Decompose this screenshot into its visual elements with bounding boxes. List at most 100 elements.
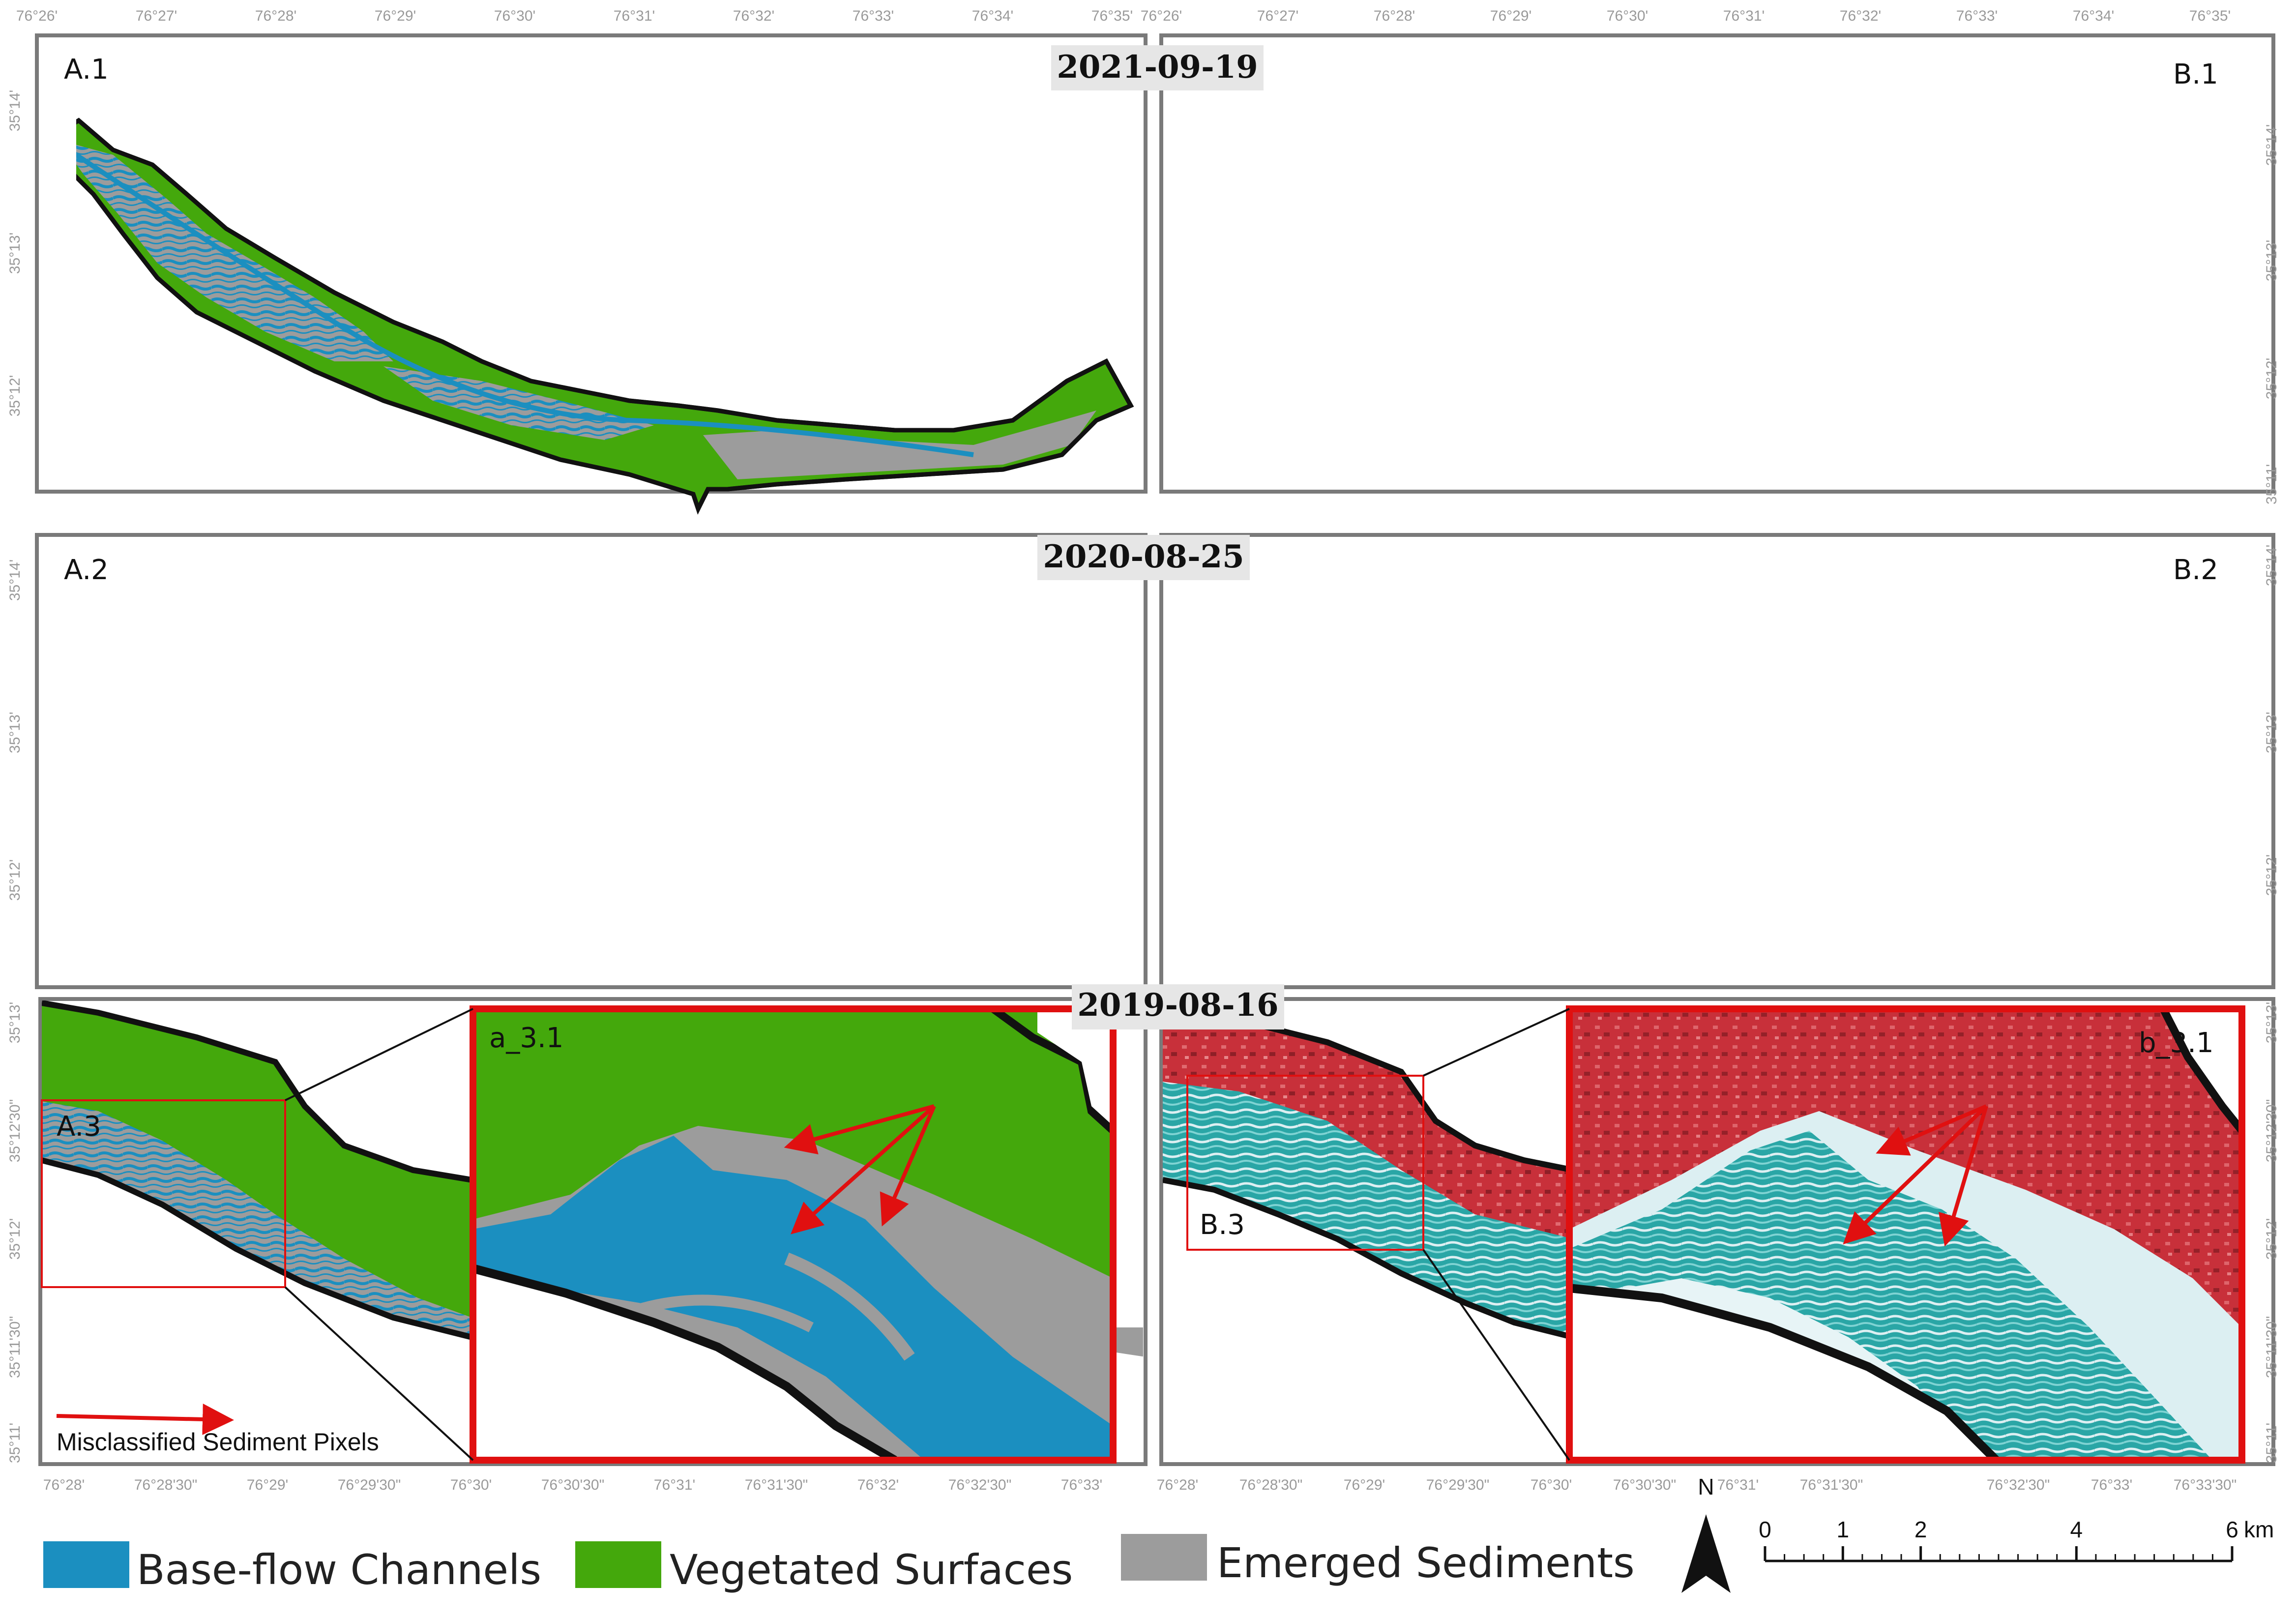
tick-bottom-left-10: 76°33' xyxy=(1061,1477,1102,1493)
legend-item-vegetation: Vegetated Surfaces xyxy=(575,1541,1073,1594)
tick-lat-left-mid-2: 35°12' xyxy=(7,859,23,901)
tick-top-right-3: 76°29' xyxy=(1490,8,1531,24)
tick-lat-right-top-3: 35°11' xyxy=(2264,464,2280,504)
tick-bottom-right-5: 76°30'30" xyxy=(1613,1477,1676,1493)
scale-label-2: 2 xyxy=(1914,1517,1927,1542)
panel-label-a2: A.2 xyxy=(64,554,109,586)
tick-bottom-left-7: 76°31'30" xyxy=(745,1477,808,1493)
latitude-ticks: 35°14' 35°14' 35°13' 35°13' 35°12' 35°12' 35°1… xyxy=(7,90,2280,1463)
tick-bottom-left-5: 76°30'30" xyxy=(541,1477,604,1493)
tick-bottom-right-11: 76°33'30" xyxy=(2174,1477,2237,1493)
north-label: N xyxy=(1698,1474,1714,1499)
legend-item-sediment: Emerged Sediments xyxy=(1121,1534,1635,1587)
tick-lat-left-bottom-1: 35°12'30" xyxy=(7,1099,23,1162)
map-b3-false-color xyxy=(1163,1000,1574,1340)
legend-swatch-channels xyxy=(43,1541,129,1588)
tick-lat-right-bottom-1: 35°12'30" xyxy=(2264,1099,2280,1162)
a3-zoom-box xyxy=(41,1099,286,1288)
legend-label-sediment: Emerged Sediments xyxy=(1217,1539,1635,1587)
tick-bottom-left-6: 76°31' xyxy=(654,1477,695,1493)
tick-bottom-left-9: 76°32'30" xyxy=(948,1477,1011,1493)
tick-top-right-4: 76°30' xyxy=(1607,8,1648,24)
inset-a31-frame xyxy=(470,1005,1117,1464)
b3-connector-bottom xyxy=(1422,1249,1570,1461)
tick-bottom-left-8: 76°32' xyxy=(857,1477,899,1493)
tick-lat-right-bottom-4: 35°11' xyxy=(2264,1423,2280,1463)
tick-bottom-right-7: 76°31'30" xyxy=(1800,1477,1863,1493)
panel-label-b31: b_3.1 xyxy=(2139,1027,2214,1059)
panel-label-b3: B.3 xyxy=(1200,1209,1245,1241)
a3-connector-top xyxy=(285,1008,473,1101)
tick-lat-left-bottom-0: 35°13' xyxy=(7,1002,23,1043)
tick-lat-right-bottom-3: 35°11'30" xyxy=(2264,1316,2280,1378)
tick-lat-left-top-0: 35°14' xyxy=(7,90,23,131)
map-b2-false-color xyxy=(1180,617,2257,1005)
b3-zoom-box xyxy=(1186,1075,1424,1251)
misclassified-label: Misclassified Sediment Pixels xyxy=(57,1428,379,1456)
misclassified-arrows-a31 xyxy=(784,1104,936,1235)
tick-bottom-left-3: 76°29'30" xyxy=(338,1477,401,1493)
date-badge-2021: 2021-09-19 xyxy=(1051,45,1264,90)
tick-bottom-right-6: 76°31' xyxy=(1717,1477,1759,1493)
svg-text:2020-08-25: 2020-08-25 xyxy=(1043,538,1244,575)
scale-bar: 0 1 2 4 6 km xyxy=(1759,1517,2274,1562)
legend-item-channels: Base-flow Channels xyxy=(43,1541,541,1594)
scale-label-4: 6 xyxy=(2226,1517,2238,1542)
tick-top-right-2: 76°28' xyxy=(1374,8,1415,24)
tick-bottom-right-0: 76°28' xyxy=(1157,1477,1198,1493)
panel-label-b2: B.2 xyxy=(2173,554,2218,586)
tick-lat-right-top-2: 35°12' xyxy=(2264,358,2280,399)
legend-swatch-vegetation xyxy=(575,1541,661,1588)
inset-b31-frame xyxy=(1566,1005,2245,1464)
inset-a31 xyxy=(473,1009,1113,1460)
tick-top-right-1: 76°27' xyxy=(1257,8,1298,24)
tick-lat-left-bottom-4: 35°11' xyxy=(7,1423,23,1463)
tick-bottom-right-3: 76°29'30" xyxy=(1426,1477,1489,1493)
tick-bottom-left-2: 76°29' xyxy=(247,1477,288,1493)
scale-unit: km xyxy=(2244,1517,2274,1542)
tick-top-left-5: 76°31' xyxy=(614,8,655,24)
tick-top-left-6: 76°32' xyxy=(733,8,774,24)
tick-bottom-right-2: 76°29' xyxy=(1344,1477,1385,1493)
north-arrow: N xyxy=(1681,1474,1731,1593)
panel-label-b1: B.1 xyxy=(2173,59,2218,90)
scale-label-0: 0 xyxy=(1759,1517,1771,1542)
legend-swatch-sediment xyxy=(1121,1534,1207,1581)
map-a1-classification xyxy=(76,120,1131,509)
legend-label-channels: Base-flow Channels xyxy=(137,1546,541,1594)
tick-lat-left-mid-1: 35°13' xyxy=(7,712,23,753)
tick-top-right-9: 76°35' xyxy=(2189,8,2231,24)
north-arrow-icon xyxy=(1681,1514,1731,1593)
panel-frames xyxy=(35,33,2275,1466)
scale-label-1: 1 xyxy=(1837,1517,1850,1542)
panel-label-a3: A.3 xyxy=(57,1111,101,1143)
tick-top-left-9: 76°35' xyxy=(1091,8,1133,24)
tick-lat-left-mid-0: 35°14' xyxy=(7,559,23,601)
tick-bottom-right-4: 76°30' xyxy=(1531,1477,1572,1493)
tick-top-right-8: 76°34' xyxy=(2073,8,2114,24)
tick-bottom-left-4: 76°30' xyxy=(450,1477,492,1493)
map-a2-classification xyxy=(54,617,1131,1005)
a3-connector-bottom xyxy=(284,1286,474,1461)
bottom-longitude-ticks: 76°28' 76°28'30" 76°29' 76°29'30" 76°30' 76°3… xyxy=(43,1477,2237,1493)
tick-top-right-0: 76°26' xyxy=(1141,8,1182,24)
tick-bottom-left-1: 76°28'30" xyxy=(134,1477,197,1493)
tick-lat-left-top-1: 35°13' xyxy=(7,233,23,274)
inset-b31 xyxy=(1569,1009,2242,1460)
tick-top-right-7: 76°33' xyxy=(1956,8,1998,24)
legend-label-vegetation: Vegetated Surfaces xyxy=(670,1546,1073,1594)
tick-lat-right-mid-1: 35°13' xyxy=(2264,712,2280,753)
legend: Base-flow Channels Vegetated Surfaces Em… xyxy=(43,1534,1635,1594)
scale-label-3: 4 xyxy=(2070,1517,2083,1542)
b3-connector-top xyxy=(1423,1008,1570,1077)
tick-lat-left-bottom-2: 35°12' xyxy=(7,1218,23,1260)
panel-label-a31: a_3.1 xyxy=(489,1022,563,1054)
tick-lat-left-top-2: 35°12' xyxy=(7,375,23,416)
tick-lat-right-top-0: 35°14' xyxy=(2264,124,2280,166)
panel-label-a1: A.1 xyxy=(64,54,109,86)
tick-lat-right-mid-0: 35°14' xyxy=(2264,545,2280,586)
misclassified-arrow-key xyxy=(56,1403,234,1435)
tick-bottom-left-0: 76°28' xyxy=(43,1477,85,1493)
date-badge-2019: 2019-08-16 xyxy=(1072,984,1284,1029)
